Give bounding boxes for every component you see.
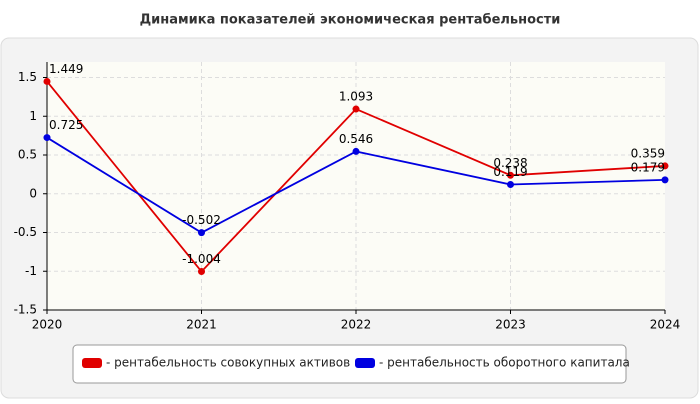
y-tick-label: -1 <box>25 264 37 278</box>
y-tick-label: 1.5 <box>18 70 37 84</box>
point <box>661 162 669 170</box>
value-label: -1.004 <box>182 252 221 266</box>
y-tick-label: 1 <box>29 109 37 123</box>
legend-text: - рентабельность совокупных активов <box>106 356 350 370</box>
point <box>352 147 360 155</box>
y-tick-label: -0.5 <box>14 225 37 239</box>
point <box>43 77 51 85</box>
point <box>507 181 514 189</box>
legend-marker <box>82 358 102 368</box>
legend-marker <box>355 358 375 368</box>
value-label: 0.179 <box>631 160 665 174</box>
point <box>661 176 669 184</box>
point <box>198 229 205 237</box>
x-tick-label: 2021 <box>186 318 217 332</box>
point <box>198 268 205 276</box>
legend-text: - рентабельность оборотного капитала <box>379 356 630 370</box>
x-tick-label: 2023 <box>495 318 526 332</box>
point <box>43 134 51 142</box>
value-label: -0.502 <box>182 213 221 227</box>
y-tick-label: 0.5 <box>18 148 37 162</box>
value-label: 0.119 <box>493 165 527 179</box>
legend <box>72 344 627 384</box>
point <box>507 171 514 179</box>
value-label: 0.546 <box>339 132 373 146</box>
value-label: 1.093 <box>339 90 373 104</box>
value-label: 0.359 <box>631 146 665 160</box>
x-tick-label: 2024 <box>650 318 681 332</box>
x-tick-label: 2020 <box>32 318 63 332</box>
x-tick-label: 2022 <box>341 318 372 332</box>
chart-title: Динамика показателей экономическая рента… <box>140 13 561 28</box>
y-tick-label: -1.5 <box>14 303 37 317</box>
value-label: 0.725 <box>49 118 83 132</box>
value-label: 1.449 <box>49 62 83 76</box>
y-tick-label: 0 <box>29 186 37 200</box>
point <box>352 105 360 113</box>
value-label: 0.238 <box>493 156 527 170</box>
